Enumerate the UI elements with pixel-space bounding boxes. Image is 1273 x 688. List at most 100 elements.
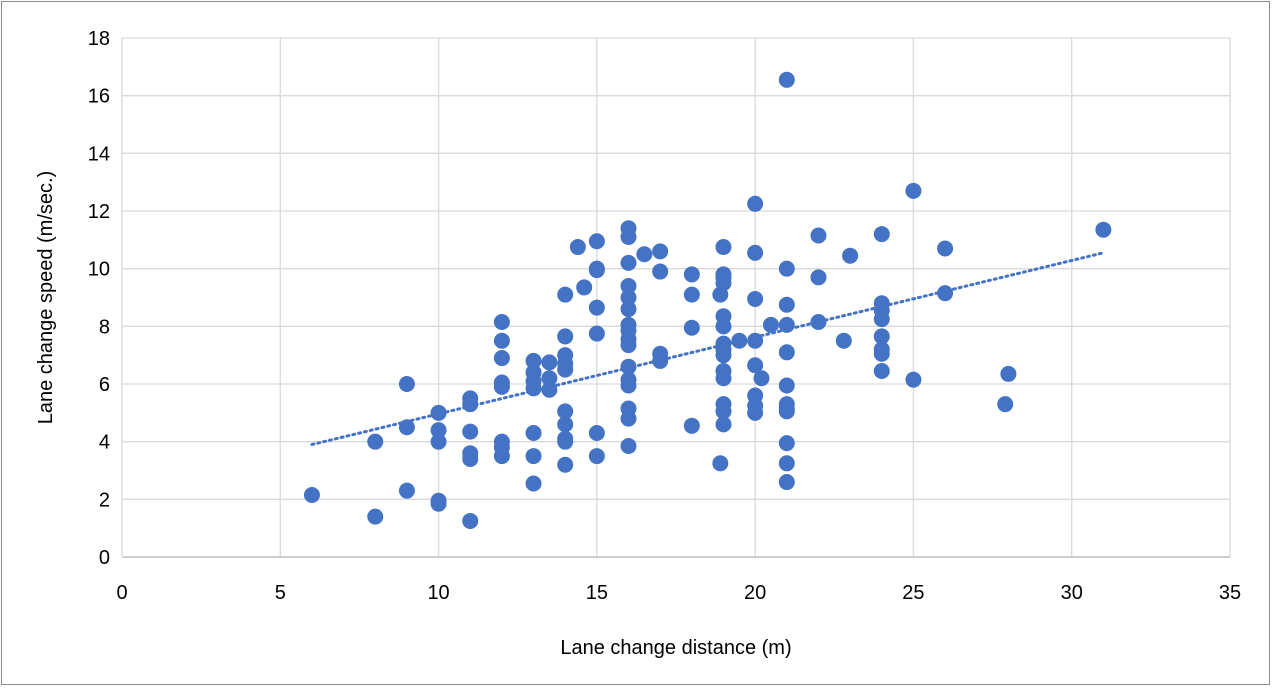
data-point (683, 266, 700, 283)
data-point (493, 332, 510, 349)
y-tick-label: 12 (88, 201, 110, 223)
data-point (778, 344, 795, 361)
data-point (588, 448, 605, 465)
data-point (715, 308, 732, 325)
data-point (1000, 365, 1017, 382)
data-point (588, 325, 605, 342)
data-point (747, 244, 764, 261)
data-point (712, 455, 729, 472)
trendline-group (310, 251, 1105, 447)
data-point (778, 396, 795, 413)
data-point (557, 286, 574, 303)
data-point (620, 277, 637, 294)
data-point (557, 416, 574, 433)
data-point (569, 239, 586, 256)
data-point (636, 246, 653, 263)
data-point (620, 254, 637, 271)
data-point (778, 455, 795, 472)
data-point (620, 371, 637, 388)
data-point (683, 417, 700, 434)
data-point (747, 195, 764, 212)
data-point (462, 512, 479, 529)
data-point (1095, 221, 1112, 238)
data-point (905, 371, 922, 388)
data-point (493, 374, 510, 391)
x-tick-label: 25 (902, 582, 924, 604)
y-tick-label: 16 (88, 86, 110, 108)
data-point (525, 425, 542, 442)
y-tick-label: 10 (88, 259, 110, 281)
data-point (810, 314, 827, 331)
y-tick-label: 4 (99, 432, 110, 454)
data-point (620, 289, 637, 306)
data-point (398, 419, 415, 436)
data-point (715, 239, 732, 256)
x-tick-labels: 0 5 10 15 20 25 30 35 (116, 582, 1241, 604)
data-point (541, 381, 558, 398)
data-point (620, 437, 637, 454)
data-point (493, 350, 510, 367)
y-axis-title: Lane change speed (m/sec.) (35, 171, 57, 425)
data-point (541, 354, 558, 371)
data-point (588, 260, 605, 277)
data-point (541, 370, 558, 387)
data-point (652, 263, 669, 280)
data-point (778, 474, 795, 491)
data-points (303, 71, 1112, 529)
data-point (367, 508, 384, 525)
y-tick-label: 6 (99, 374, 110, 396)
data-point (525, 475, 542, 492)
y-tick-label: 14 (88, 143, 110, 165)
data-point (715, 335, 732, 352)
grid-lines (122, 37, 1231, 557)
data-point (430, 404, 447, 421)
data-point (747, 332, 764, 349)
data-point (576, 279, 593, 296)
data-point (835, 332, 852, 349)
data-point (715, 416, 732, 433)
data-point (462, 445, 479, 462)
x-tick-label: 10 (427, 582, 449, 604)
data-point (620, 316, 637, 333)
data-point (652, 243, 669, 260)
data-point (398, 376, 415, 392)
data-point (652, 345, 669, 362)
data-point (810, 269, 827, 286)
data-point (753, 370, 770, 387)
data-point (462, 423, 479, 440)
data-point (810, 227, 827, 244)
data-point (557, 403, 574, 420)
data-point (731, 332, 748, 349)
data-point (778, 435, 795, 452)
x-tick-label: 30 (1061, 582, 1083, 604)
x-tick-label: 35 (1219, 582, 1241, 604)
x-tick-label: 0 (116, 582, 127, 604)
data-point (937, 285, 954, 302)
y-tick-labels: 0 2 4 6 8 10 12 14 16 18 (88, 28, 110, 569)
data-point (557, 347, 574, 364)
data-point (873, 295, 890, 312)
data-point (462, 390, 479, 407)
data-point (367, 433, 384, 450)
data-point (747, 290, 764, 307)
data-point (620, 220, 637, 237)
data-point (588, 233, 605, 250)
y-tick-label: 8 (99, 316, 110, 338)
data-point (620, 358, 637, 375)
data-point (525, 364, 542, 381)
y-tick-label: 2 (99, 489, 110, 511)
x-tick-label: 5 (275, 582, 286, 604)
data-point (493, 314, 510, 331)
y-tick-label: 0 (99, 547, 110, 569)
data-point (762, 316, 779, 333)
trendline (310, 251, 1105, 447)
data-point (588, 299, 605, 316)
data-point (937, 240, 954, 257)
data-point (778, 296, 795, 313)
axes (121, 38, 1230, 558)
data-point (303, 487, 320, 504)
data-point (715, 396, 732, 413)
data-point (778, 260, 795, 277)
data-point (683, 286, 700, 303)
data-point (557, 456, 574, 473)
